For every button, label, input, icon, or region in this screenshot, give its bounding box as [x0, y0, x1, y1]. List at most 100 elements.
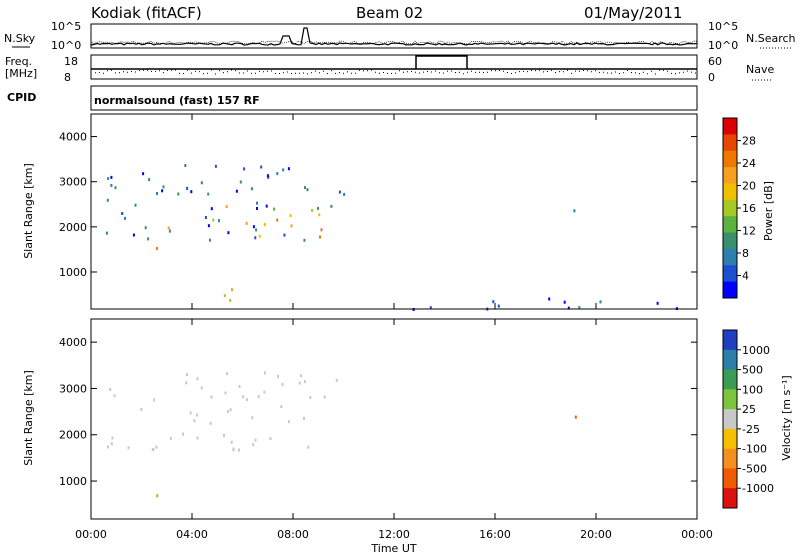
echo-cell: [237, 448, 240, 452]
echo-cell: [263, 223, 266, 226]
velocity-colorbar-label: Velocity [m s⁻¹]: [780, 375, 793, 460]
echo-cell: [121, 212, 124, 215]
echo-cell: [242, 395, 245, 399]
echo-cell: [209, 238, 211, 242]
echo-cell: [218, 219, 220, 223]
nave-tick-top: 60: [708, 55, 722, 68]
echo-cell: [289, 214, 292, 217]
colorbar-swatch: [723, 150, 737, 168]
cpid-label: CPID: [7, 91, 36, 104]
freq-tick-bottom: 8: [64, 71, 71, 84]
echo-cell: [148, 178, 151, 182]
echo-cell: [186, 186, 189, 190]
echo-cell: [232, 447, 235, 451]
colorbar-swatch: [723, 448, 737, 469]
colorbar-swatch: [723, 183, 737, 201]
colorbar-swatch: [723, 409, 737, 430]
echo-cell: [114, 186, 117, 190]
echo-cell: [109, 388, 112, 391]
echo-cell: [548, 297, 551, 301]
echo-cell: [196, 413, 199, 417]
echo-cell: [196, 436, 199, 440]
echo-cell: [223, 434, 225, 437]
colorbar-tick-label: 8: [742, 247, 749, 260]
echo-cell: [227, 410, 230, 413]
power-colorbar-label: Power [dB]: [762, 181, 775, 241]
echo-cell: [282, 168, 285, 172]
echo-cell: [124, 216, 126, 220]
echo-cell: [132, 233, 135, 237]
scan-mode-box: [415, 55, 468, 69]
echo-cell: [110, 175, 113, 179]
echo-cell: [304, 186, 306, 190]
colorbar-tick-label: 500: [742, 364, 763, 377]
cpid-text: normalsound (fast) 157 RF: [94, 94, 260, 107]
beam-title: Beam 02: [356, 4, 423, 22]
x-tick-label: 00:00: [75, 528, 107, 541]
echo-cell: [311, 208, 313, 212]
y-tick-label: 2000: [59, 429, 87, 442]
echo-cell: [227, 231, 230, 235]
freq-panel: Freq. [MHz] 18 8 60 0 Nave: [5, 54, 774, 84]
x-tick-label: 08:00: [277, 528, 309, 541]
echo-cell: [207, 224, 210, 228]
echo-cell: [182, 432, 184, 436]
echo-cell: [142, 172, 145, 176]
echo-cell: [276, 218, 279, 222]
echo-cell: [113, 394, 116, 398]
x-tick-label: 12:00: [378, 528, 410, 541]
y-tick-label: 2000: [59, 221, 87, 234]
echo-cell: [185, 381, 188, 385]
echo-cell: [492, 300, 495, 304]
x-axis-label: Time UT: [370, 542, 416, 554]
station-title: Kodiak (fitACF): [91, 4, 202, 22]
echo-cell: [127, 446, 130, 450]
colorbar-swatch: [723, 232, 737, 250]
colorbar-tick-label: -100: [742, 443, 767, 456]
colorbar-swatch: [723, 216, 737, 234]
colorbar-tick-label: 16: [742, 202, 756, 215]
echo-cell: [189, 411, 192, 415]
echo-cell: [168, 229, 171, 233]
colorbar-swatch: [723, 468, 737, 489]
echo-cell: [287, 420, 290, 424]
echo-cell: [567, 306, 570, 310]
echo-cell: [258, 234, 261, 238]
echo-cell: [212, 218, 215, 222]
echo-cell: [265, 204, 268, 208]
echo-cell: [338, 190, 341, 194]
echo-cell: [239, 180, 242, 184]
colorbar-swatch: [723, 118, 737, 135]
echo-cell: [307, 445, 310, 449]
echo-cell: [167, 226, 170, 230]
echo-cell: [266, 174, 269, 178]
colorbar-swatch: [723, 488, 737, 509]
echo-cell: [578, 306, 581, 309]
echo-cell: [298, 381, 301, 385]
colorbar-swatch: [723, 369, 737, 390]
noise-tick-bottom-left: 10^0: [51, 39, 81, 52]
nsearch-label: N.Search: [746, 32, 796, 45]
echo-cell: [110, 442, 113, 446]
echo-cell: [276, 172, 279, 176]
echo-cell: [229, 298, 232, 302]
echo-cell: [263, 390, 266, 394]
x-tick-label: 16:00: [479, 528, 511, 541]
power-colorbar: 4 8 12 16 20 24 28: [722, 117, 756, 299]
echo-cell: [656, 301, 659, 305]
colorbar-swatch: [723, 134, 737, 152]
echo-cell: [231, 288, 233, 292]
echo-cell: [254, 236, 257, 240]
echo-cell: [330, 204, 333, 208]
echo-cell: [269, 437, 272, 440]
echo-cell: [245, 221, 248, 225]
echo-cell: [106, 198, 109, 202]
echo-cell: [290, 224, 293, 228]
freq-label: Freq.: [5, 55, 32, 68]
echo-cell: [210, 207, 213, 211]
echo-cell: [177, 192, 180, 196]
echo-cell: [323, 395, 326, 399]
echo-cell: [238, 385, 241, 389]
echo-cell: [283, 233, 286, 237]
